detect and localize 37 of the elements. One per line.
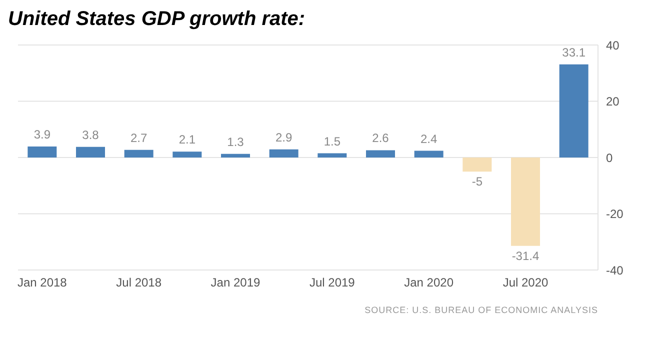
x-tick-label: Jul 2019 bbox=[309, 276, 356, 290]
bar bbox=[511, 158, 540, 246]
data-label: 2.1 bbox=[178, 132, 196, 147]
data-label: 2.7 bbox=[130, 130, 148, 145]
bar bbox=[318, 153, 347, 158]
y-tick-label: 20 bbox=[606, 94, 620, 109]
chart-title: United States GDP growth rate: bbox=[8, 8, 306, 31]
data-label: -31.4 bbox=[512, 248, 540, 263]
data-label: 1.3 bbox=[227, 134, 244, 149]
x-tick-label: Jan 2020 bbox=[404, 276, 454, 290]
data-label: 2.9 bbox=[275, 130, 292, 144]
bar bbox=[414, 150, 444, 158]
y-tick-label: -20 bbox=[606, 207, 624, 222]
bar bbox=[269, 149, 298, 158]
x-tick-label: Jul 2018 bbox=[116, 276, 162, 290]
y-tick-label: -40 bbox=[606, 263, 624, 278]
bar bbox=[462, 158, 492, 172]
bar bbox=[366, 150, 395, 158]
data-label: 1.5 bbox=[324, 134, 341, 148]
bar bbox=[124, 150, 154, 158]
y-tick-label: 0 bbox=[606, 150, 613, 165]
bar bbox=[221, 154, 250, 158]
y-tick-label: 40 bbox=[606, 38, 620, 52]
bar bbox=[172, 152, 202, 158]
source-note: SOURCE: U.S. BUREAU OF ECONOMIC ANALYSIS bbox=[364, 305, 599, 315]
data-label: 2.4 bbox=[420, 132, 438, 146]
x-tick-label: Jan 2019 bbox=[210, 276, 261, 290]
data-label: 3.9 bbox=[34, 128, 51, 142]
data-label: 2.6 bbox=[372, 131, 390, 146]
data-label: 33.1 bbox=[562, 45, 586, 60]
bar bbox=[76, 146, 105, 158]
bar bbox=[28, 146, 57, 158]
data-label: -5 bbox=[472, 174, 483, 189]
data-label: 3.8 bbox=[82, 128, 100, 142]
x-tick-label: Jul 2020 bbox=[502, 276, 549, 290]
bar bbox=[559, 64, 588, 158]
x-tick-label: Jan 2018 bbox=[17, 276, 68, 290]
